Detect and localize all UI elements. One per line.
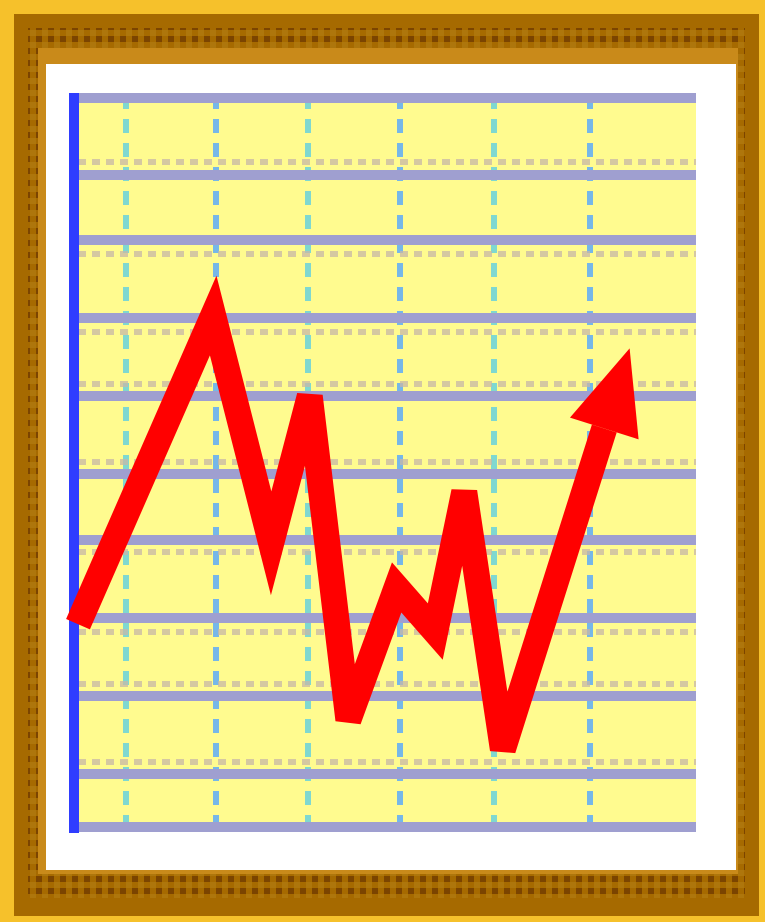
- trend-line: [66, 275, 617, 754]
- y-axis: [69, 93, 79, 833]
- arrow-head: [569, 348, 639, 440]
